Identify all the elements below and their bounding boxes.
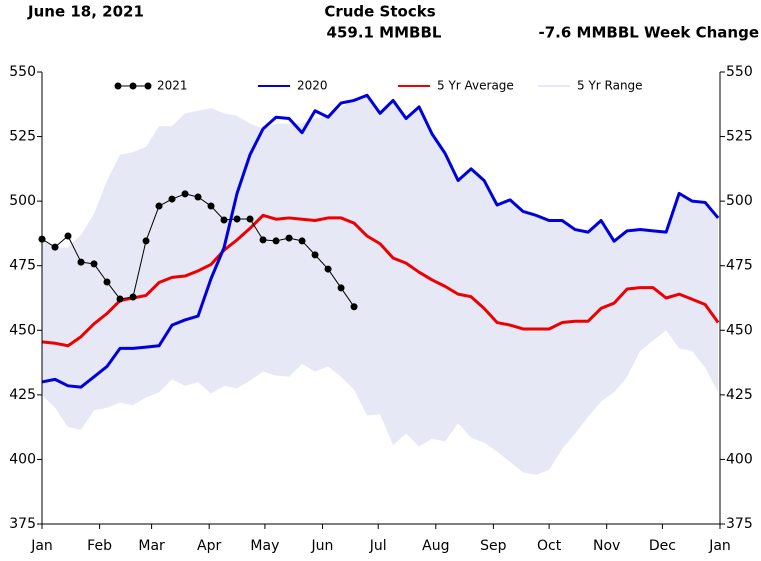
point <box>259 236 267 244</box>
y2-tick-label: 425 <box>726 387 753 403</box>
point <box>246 215 254 223</box>
point <box>311 251 319 259</box>
point <box>324 265 332 273</box>
y2-tick-label: 550 <box>726 64 753 80</box>
y-tick-label: 500 <box>9 193 36 209</box>
y-tick-label: 425 <box>9 387 36 403</box>
legend-marker <box>129 82 137 90</box>
legend-marker <box>114 82 122 90</box>
point <box>272 237 280 245</box>
chart-date: June 18, 2021 <box>27 3 144 21</box>
point <box>103 278 111 286</box>
series-line <box>41 213 720 348</box>
y-tick-label: 475 <box>9 258 36 274</box>
y-tick-label: 525 <box>9 129 36 145</box>
x-tick-label: Feb <box>87 538 112 554</box>
x-tick-label: Jul <box>369 538 387 554</box>
point <box>51 243 59 251</box>
point <box>77 258 85 266</box>
point <box>142 237 150 245</box>
point <box>350 303 358 311</box>
chart-subtitle: 459.1 MMBBL <box>327 24 442 42</box>
point <box>155 202 163 210</box>
point <box>207 202 215 210</box>
y-tick-label: 375 <box>9 516 36 532</box>
y2-tick-label: 500 <box>726 193 753 209</box>
legend-label: 2021 <box>157 79 188 93</box>
legend-label: 2020 <box>297 79 328 93</box>
legend-marker <box>144 82 152 90</box>
x-tick-label: Jan <box>708 538 731 554</box>
range-band <box>42 95 719 475</box>
x-tick-label: Aug <box>422 538 449 554</box>
point <box>285 234 293 242</box>
y2-tick-label: 475 <box>726 258 753 274</box>
point <box>64 232 72 240</box>
point <box>129 293 137 301</box>
x-tick-label: Jan <box>30 538 53 554</box>
chart-title: Crude Stocks <box>324 3 435 21</box>
y2-tick-label: 400 <box>726 451 753 467</box>
point <box>298 237 306 245</box>
point <box>233 215 241 223</box>
y2-tick-label: 375 <box>726 516 753 532</box>
point <box>90 260 98 268</box>
x-tick-label: Jun <box>311 538 334 554</box>
y2-tick-label: 450 <box>726 322 753 338</box>
x-tick-label: Sep <box>480 538 507 554</box>
x-tick-label: Nov <box>593 538 620 554</box>
point <box>337 284 345 292</box>
x-tick-label: May <box>250 538 279 554</box>
y-tick-label: 400 <box>9 451 36 467</box>
point <box>168 195 176 203</box>
annotation: -7.6 MMBBL Week Change <box>539 24 759 42</box>
x-tick-label: Oct <box>537 538 562 554</box>
point <box>181 190 189 198</box>
legend-label: 5 Yr Average <box>437 79 514 93</box>
point <box>194 193 202 201</box>
y-tick-label: 450 <box>9 322 36 338</box>
y-tick-label: 550 <box>9 64 36 80</box>
point <box>220 216 228 224</box>
x-tick-label: Apr <box>197 538 221 554</box>
x-tick-label: Mar <box>138 538 165 554</box>
legend-label: 5 Yr Range <box>577 79 643 93</box>
y2-tick-label: 525 <box>726 129 753 145</box>
series-line <box>41 93 720 389</box>
x-tick-label: Dec <box>649 538 676 554</box>
point <box>116 295 124 303</box>
